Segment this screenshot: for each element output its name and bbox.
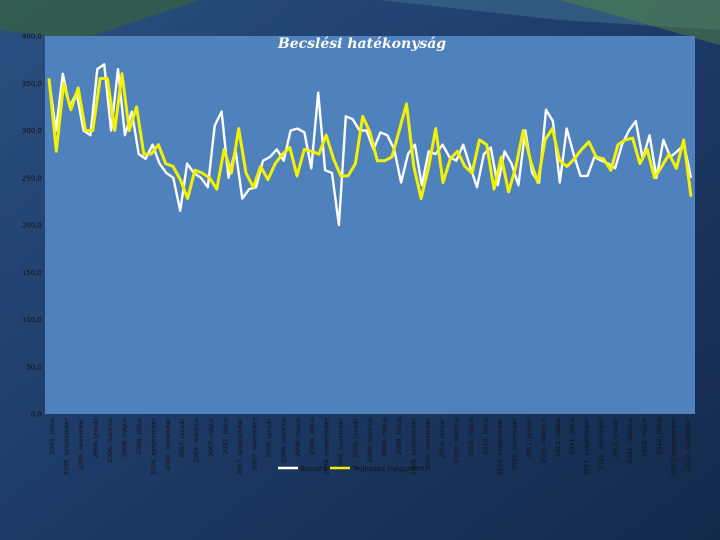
x-tick-label: 2006. március <box>106 418 114 463</box>
y-tick-label: 250,0 <box>22 174 42 182</box>
x-tick-label: 2009. szeptember <box>410 418 417 476</box>
x-tick-label: 2011. március <box>539 418 547 463</box>
x-tick-label: 2008. november <box>338 418 345 470</box>
x-tick-label: 2005. szeptember <box>64 418 71 476</box>
x-tick-label: 2011. január <box>525 418 533 458</box>
x-tick-label: 2010. március <box>453 418 461 463</box>
x-tick-label: 2011. július <box>568 418 576 455</box>
x-tick-label: 2007. január <box>178 418 186 458</box>
series-line-teljesites <box>47 72 693 200</box>
x-tick-label: 2009. május <box>380 418 388 457</box>
x-tick-label: 2005. november <box>78 418 85 470</box>
x-tick-label: 2010. szeptember <box>497 418 504 476</box>
x-tick-label: 2007. szeptember <box>237 418 244 476</box>
x-tick-label: 2012. május <box>640 418 648 457</box>
series-line-becsles <box>47 63 693 227</box>
x-tick-label: 2006. január <box>92 418 100 458</box>
x-tick-label: 2009. január <box>352 418 360 458</box>
y-tick-label: 200,0 <box>22 222 42 230</box>
legend-label-becsles: Becslés <box>300 465 327 473</box>
plot-area <box>45 36 695 414</box>
x-tick-label: 2009. július <box>395 418 403 455</box>
x-tick-label: 2011. november <box>598 418 605 470</box>
x-tick-label: 2008. március <box>279 418 287 463</box>
x-tick-label: 2006. július <box>135 418 143 455</box>
x-tick-label: 2007. november <box>251 418 258 470</box>
x-tick-label: 2011. szeptember <box>584 418 591 476</box>
legend-label-teljesites: Teljesítés (négyzetm) <box>352 465 428 473</box>
x-tick-label: 2006. szeptember <box>150 418 157 476</box>
x-tick-label: 2006. május <box>120 418 128 457</box>
x-tick-label: 2008. május <box>294 418 302 457</box>
x-tick-label: 2012. január <box>612 418 620 458</box>
chart-title: Becslési hatékonyság <box>277 36 446 52</box>
x-tick-label: 2011. május <box>554 418 562 457</box>
y-tick-label: 100,0 <box>22 316 42 324</box>
x-tick-label: 2012. november <box>685 418 692 470</box>
x-tick-label: 2008. július <box>308 418 316 455</box>
y-tick-label: 400,0 <box>22 33 42 41</box>
x-tick-label: 2009. március <box>366 418 374 463</box>
y-tick-label: 150,0 <box>22 269 42 277</box>
x-tick-label: 2012. július <box>655 418 663 455</box>
x-tick-label: 2008. január <box>265 418 273 458</box>
x-tick-label: 2010. május <box>467 418 475 457</box>
x-tick-label: 2010. november <box>511 418 518 470</box>
x-tick-label: 2008. szeptember <box>324 418 331 476</box>
x-tick-label: 2012. szeptember <box>670 418 677 476</box>
x-tick-label: 2007. július <box>222 418 230 455</box>
y-tick-label: 350,0 <box>22 80 42 88</box>
x-tick-label: 2012. március <box>626 418 634 463</box>
x-tick-label: 2007. május <box>207 418 215 457</box>
legend: Becslés Teljesítés (négyzetm) <box>278 465 428 473</box>
x-tick-label: 2006. november <box>165 418 172 470</box>
x-tick-label: 2007. március <box>193 418 201 463</box>
x-tick-label: 2010. július <box>482 418 490 455</box>
y-tick-label: 50,0 <box>26 363 42 371</box>
x-tick-label: 2009. november <box>425 418 432 470</box>
x-tick-label: 2010. január <box>438 418 446 458</box>
y-tick-label: 0,0 <box>31 411 42 419</box>
x-tick-label: 2005. július <box>48 418 56 455</box>
y-tick-label: 300,0 <box>22 127 42 135</box>
